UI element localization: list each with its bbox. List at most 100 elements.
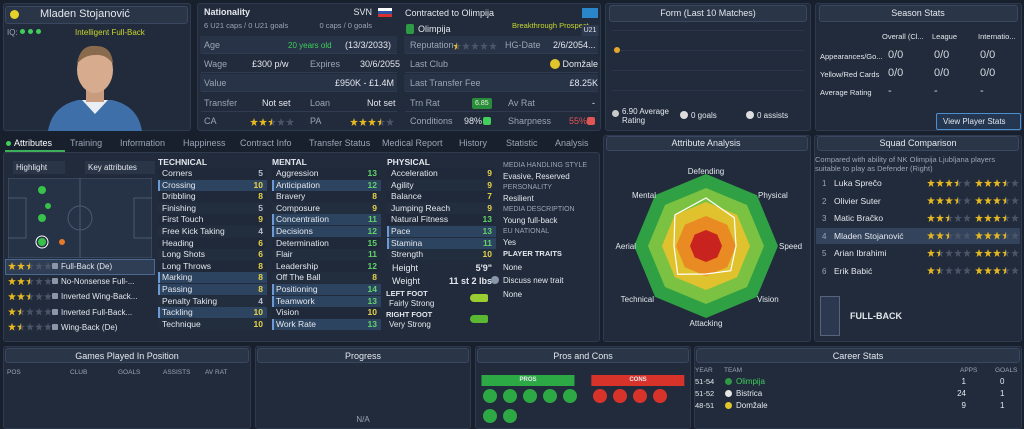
discuss-trait[interactable]: Discuss new trait <box>503 276 564 285</box>
label: £8.25K <box>569 78 598 88</box>
star <box>480 42 488 50</box>
star <box>17 322 25 331</box>
label: 1 <box>822 179 827 188</box>
tab[interactable]: Attributes <box>14 138 53 148</box>
tab[interactable]: Analysis <box>555 138 589 148</box>
attr-row <box>387 249 494 261</box>
label: HG-Date <box>505 40 541 50</box>
star <box>8 307 16 316</box>
attr-row <box>158 272 267 284</box>
label: - <box>888 85 892 97</box>
attr-name: Strength <box>391 249 424 260</box>
label: (13/3/2033) <box>345 40 392 50</box>
tab[interactable]: Happiness <box>183 138 226 148</box>
star <box>975 266 983 275</box>
attr-value: 13 <box>482 226 492 236</box>
label: PERSONALITY <box>503 184 553 191</box>
label: 2/6/2054... <box>553 40 596 50</box>
pro-icon <box>523 389 537 403</box>
star <box>954 266 962 275</box>
star <box>927 196 935 205</box>
tab[interactable]: Information <box>120 138 166 148</box>
form-grid <box>612 90 804 91</box>
position[interactable]: Wing-Back (De) <box>61 322 118 332</box>
axis-label: Physical <box>758 191 788 200</box>
con-icon <box>633 389 647 403</box>
pro-icon <box>503 389 517 403</box>
attr-name: Composure <box>276 202 320 213</box>
attr-row <box>272 191 379 203</box>
attr-value: 8 <box>258 260 263 271</box>
star <box>368 118 376 126</box>
star <box>1011 214 1019 222</box>
label: 0 assists <box>757 111 789 120</box>
label: - <box>592 98 595 108</box>
label: N/A <box>356 415 370 424</box>
attr-value: 14 <box>367 284 377 294</box>
label: Transfer <box>204 98 238 108</box>
label: Sharpness <box>508 116 552 126</box>
label: Weight <box>392 276 420 286</box>
attr-value: 6 <box>258 237 263 248</box>
attr-value: 12 <box>367 179 377 190</box>
tab[interactable]: History <box>459 138 488 148</box>
axis-label: Vision <box>757 295 779 304</box>
assist-icon <box>746 111 754 119</box>
star <box>936 249 944 257</box>
attr-name: Crossing <box>162 179 196 190</box>
star <box>927 179 935 187</box>
label: Progress <box>344 351 382 361</box>
dropdown[interactable]: Key attributes <box>85 161 155 174</box>
label: Squad Comparison <box>879 138 957 148</box>
label: Breakthrough Prospect <box>512 21 589 30</box>
star <box>1011 196 1019 205</box>
label: 20 years old <box>288 41 332 50</box>
position[interactable]: Full-Back (De) <box>61 262 113 271</box>
tactic-icon <box>820 296 840 336</box>
attr-row <box>272 307 379 319</box>
star <box>975 249 983 257</box>
goal-icon <box>680 111 688 119</box>
attr-value: 8 <box>372 191 377 202</box>
role-icon <box>52 293 58 300</box>
role-icon <box>52 323 58 330</box>
star <box>35 307 43 316</box>
label: 51-54 <box>695 377 715 386</box>
star <box>927 266 935 275</box>
club-icon <box>725 390 732 397</box>
star <box>963 214 971 222</box>
group-title: MENTAL <box>272 157 307 167</box>
attr-value: 8 <box>258 272 263 283</box>
label: Mladen Stojanović <box>834 230 904 241</box>
label: 0 goals <box>691 111 717 120</box>
tab[interactable]: Transfer Status <box>309 138 371 148</box>
tab[interactable]: Training <box>70 138 103 148</box>
dropdown[interactable]: Highlight <box>13 161 66 174</box>
label: 0/0 <box>980 49 996 61</box>
star <box>945 214 953 222</box>
star <box>1002 266 1010 275</box>
position[interactable]: Inverted Full-Back... <box>61 307 133 317</box>
attr-row <box>272 168 379 179</box>
label: Games Played In Position <box>75 351 179 361</box>
tab[interactable]: Contract Info <box>240 138 292 148</box>
label: £950K - £1.4M <box>334 78 394 88</box>
label: Yellow/Red Cards <box>820 70 880 79</box>
star <box>954 231 962 240</box>
attr-name: Pace <box>391 226 411 236</box>
form-grid <box>612 70 804 71</box>
label: Season Stats <box>891 8 945 18</box>
attr-name: Finishing <box>162 202 197 213</box>
position[interactable]: Inverted Wing-Back... <box>61 292 138 302</box>
label: Pros and Cons <box>553 351 613 361</box>
separator <box>201 72 397 73</box>
attr-row <box>272 202 379 214</box>
label: ASSISTS <box>163 369 191 376</box>
star <box>259 118 267 126</box>
position[interactable]: No-Nonsense Full-... <box>61 277 135 287</box>
separator <box>405 53 598 54</box>
tab[interactable]: Statistic <box>506 138 538 148</box>
view-stats-button[interactable]: View Player Stats <box>936 113 1021 130</box>
attr-name: Leadership <box>276 260 319 271</box>
tab[interactable]: Medical Report <box>382 138 443 148</box>
